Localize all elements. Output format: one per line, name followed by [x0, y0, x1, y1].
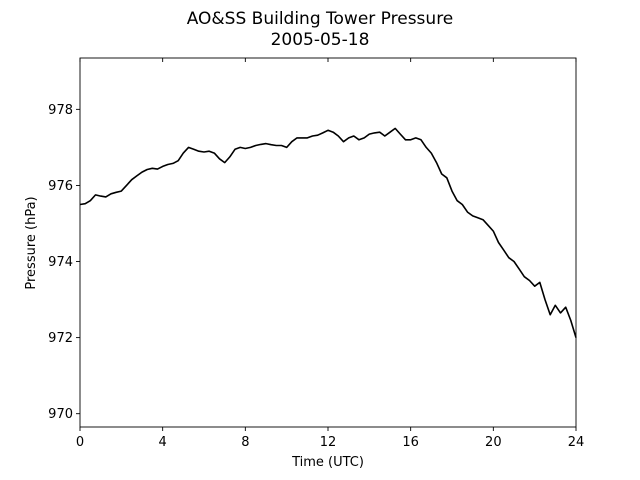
y-tick-label: 972	[48, 331, 73, 346]
chart-title: AO&SS Building Tower Pressure	[187, 9, 454, 29]
y-tick-label: 970	[48, 407, 73, 422]
x-tick-label: 8	[241, 435, 249, 450]
y-axis-label: Pressure (hPa)	[24, 196, 39, 289]
plot-frame	[79, 57, 577, 428]
y-tick-label: 974	[48, 255, 73, 270]
x-tick-label: 16	[402, 435, 419, 450]
x-tick-label: 12	[320, 435, 337, 450]
x-tick-label: 20	[485, 435, 502, 450]
x-tick-label: 4	[159, 435, 167, 450]
pressure-series-line	[79, 127, 577, 338]
x-tick-label: 24	[568, 435, 585, 450]
y-tick-label: 978	[48, 103, 73, 118]
plot-area: 0 4 8 12 16 20 24 970 972 974 976 978	[48, 57, 585, 450]
x-axis-label: Time (UTC)	[291, 455, 364, 470]
chart-subtitle: 2005-05-18	[271, 30, 370, 50]
x-tick-label: 0	[76, 435, 84, 450]
y-tick-label: 976	[48, 179, 73, 194]
